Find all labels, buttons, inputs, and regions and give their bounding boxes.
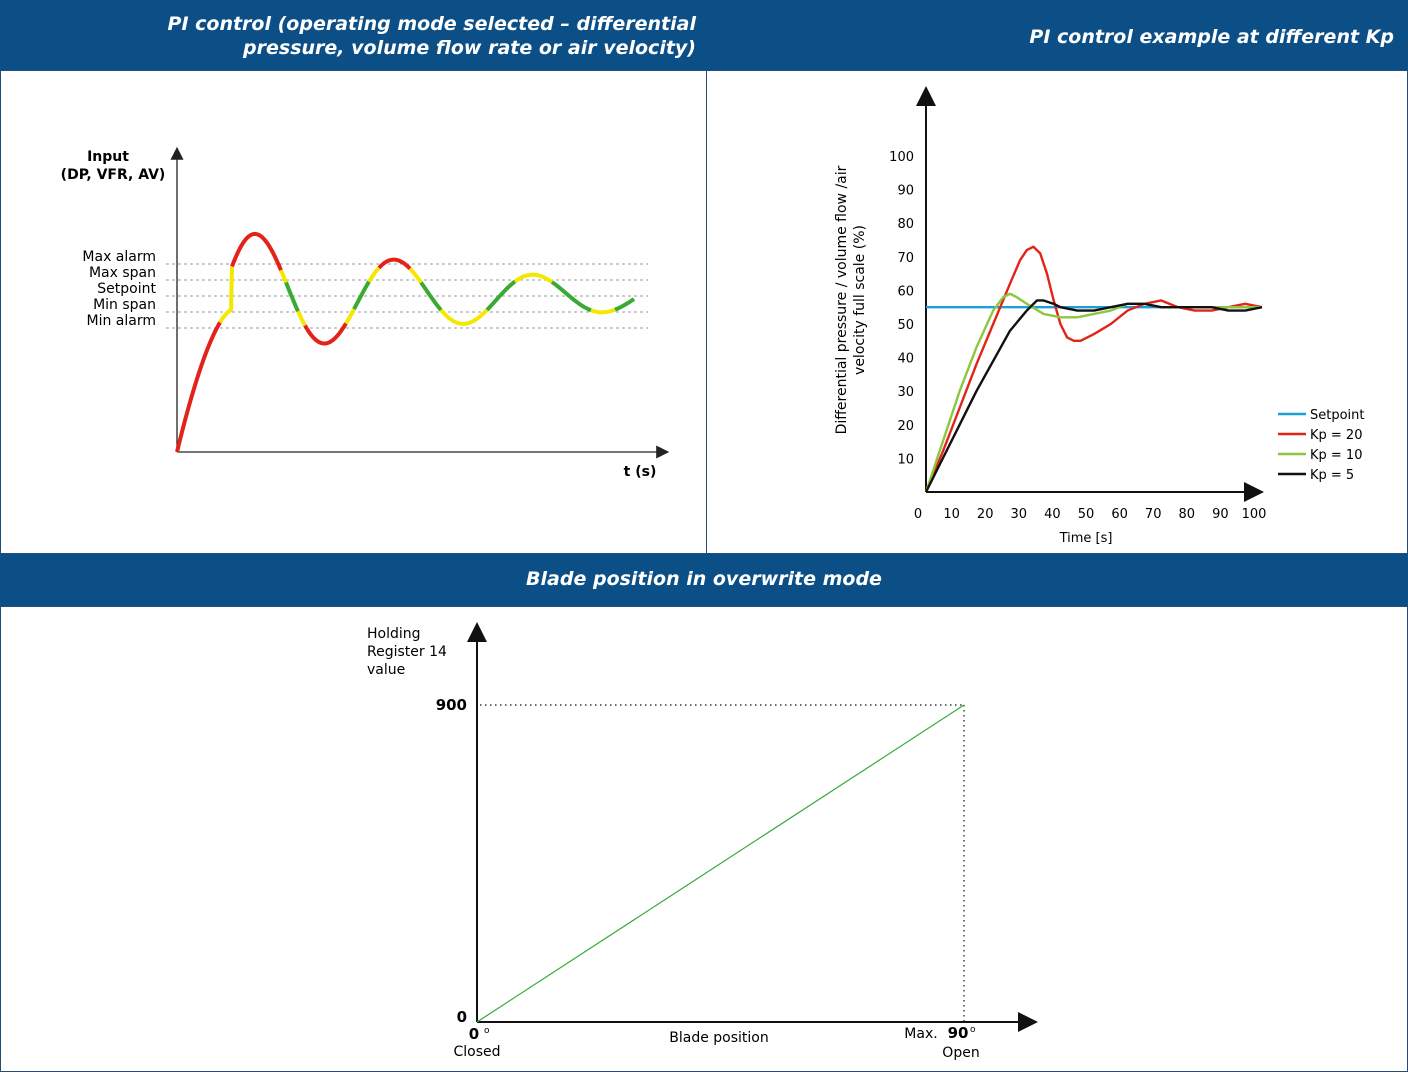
right-ytick-6: 70 xyxy=(897,251,914,266)
bottom-ylabel-line3: value xyxy=(367,662,405,678)
right-ytick-8: 90 xyxy=(897,184,914,199)
input-curve-segment-8 xyxy=(352,280,371,311)
bottom-x-right-unit: o xyxy=(970,1025,976,1035)
input-curve-segment-9 xyxy=(367,266,381,283)
right-xtick-0: 0 xyxy=(914,507,922,522)
bottom-x-left-unit: o xyxy=(484,1026,490,1036)
right-xlabel: Time [s] xyxy=(1059,531,1113,546)
bottom-x-right-prefix: Max. xyxy=(904,1026,937,1042)
input-curve-segment-11 xyxy=(408,267,423,284)
right-ytick-2: 30 xyxy=(897,385,914,400)
bottom-ytick-top: 900 xyxy=(436,696,467,714)
level-label-3: Min span xyxy=(93,297,156,313)
input-curve-segment-17 xyxy=(590,307,616,315)
right-ylabel-line1: Differential pressure / volume flow /air xyxy=(834,165,850,434)
series-line-3 xyxy=(924,299,1263,493)
right-xtick-5: 50 xyxy=(1078,507,1095,522)
bottom-ylabel-line2: Register 14 xyxy=(367,644,447,660)
right-xtick-10: 100 xyxy=(1242,507,1267,522)
right-ylabel-line2: velocity full scale (%) xyxy=(852,225,868,375)
right-xtick-1: 10 xyxy=(943,507,960,522)
input-curve-segment-6 xyxy=(303,322,348,346)
bottom-ylabel-line1: Holding xyxy=(367,626,421,642)
left-xlabel: t (s) xyxy=(624,464,657,480)
legend-label-3: Kp = 5 xyxy=(1310,468,1354,483)
blade-position-line xyxy=(476,704,965,1023)
input-curve-segment-7 xyxy=(344,308,356,325)
input-curve-segment-15 xyxy=(513,272,554,284)
input-curve-segment-3 xyxy=(279,269,288,284)
right-ytick-4: 50 xyxy=(897,318,914,333)
right-xtick-9: 90 xyxy=(1212,507,1229,522)
left-panel-header: PI control (operating mode selected – di… xyxy=(0,0,706,70)
input-curve-segment-0 xyxy=(175,321,222,453)
bottom-ytick-zero: 0 xyxy=(457,1008,467,1026)
right-ytick-5: 60 xyxy=(897,284,914,299)
right-xtick-2: 20 xyxy=(977,507,994,522)
level-label-1: Max span xyxy=(89,265,156,281)
right-ytick-1: 20 xyxy=(897,419,914,434)
bottom-x-left-caption: Closed xyxy=(453,1044,500,1060)
right-xtick-3: 30 xyxy=(1011,507,1028,522)
bottom-x-right-value: 90 xyxy=(948,1024,969,1042)
legend-label-0: Setpoint xyxy=(1310,408,1365,423)
bottom-x-right-caption: Open xyxy=(942,1045,979,1061)
level-label-0: Max alarm xyxy=(82,249,156,265)
input-curve-segment-14 xyxy=(485,279,517,312)
legend-label-2: Kp = 10 xyxy=(1310,448,1362,463)
bottom-header-title: Blade position in overwrite mode xyxy=(526,568,882,590)
input-curve-segment-13 xyxy=(439,308,489,326)
left-ylabel-line1: Input xyxy=(87,149,129,165)
right-header-title: PI control example at different Kp xyxy=(1029,26,1394,48)
left-header-line1: PI control (operating mode selected – di… xyxy=(167,13,696,35)
input-curve-segment-5 xyxy=(296,310,307,327)
input-curve-segment-1 xyxy=(218,266,234,324)
bottom-panel-header: Blade position in overwrite mode xyxy=(0,554,1408,606)
right-ytick-9: 100 xyxy=(889,150,914,165)
blade-position-chart: Holding Register 14 value 900 0 0 o Clos… xyxy=(367,622,1038,1061)
right-xtick-4: 40 xyxy=(1044,507,1061,522)
input-curve-segment-12 xyxy=(419,281,443,312)
input-curve-segment-2 xyxy=(230,231,283,272)
right-xtick-8: 80 xyxy=(1179,507,1196,522)
right-ytick-3: 40 xyxy=(897,352,914,367)
right-ytick-0: 10 xyxy=(897,452,914,467)
left-header-line2: pressure, volume flow rate or air veloci… xyxy=(243,37,696,59)
bottom-xlabel: Blade position xyxy=(669,1030,768,1046)
right-xtick-6: 60 xyxy=(1111,507,1128,522)
level-label-2: Setpoint xyxy=(97,281,156,297)
right-panel-header: PI control example at different Kp xyxy=(706,0,1408,70)
input-curve-segment-4 xyxy=(284,281,300,313)
input-curve-segment-16 xyxy=(550,280,592,313)
legend-label-1: Kp = 20 xyxy=(1310,428,1362,443)
bottom-x-left-value: 0 xyxy=(469,1025,479,1043)
series-line-1 xyxy=(924,245,1263,493)
right-ytick-7: 80 xyxy=(897,217,914,232)
left-ylabel-line2: (DP, VFR, AV) xyxy=(61,167,166,183)
kp-comparison-chart: Differential pressure / volume flow /air… xyxy=(834,86,1365,546)
input-curve-segment-18 xyxy=(614,297,636,312)
right-xtick-7: 70 xyxy=(1145,507,1162,522)
input-curve-segment-10 xyxy=(377,257,412,271)
level-label-4: Min alarm xyxy=(87,313,157,329)
